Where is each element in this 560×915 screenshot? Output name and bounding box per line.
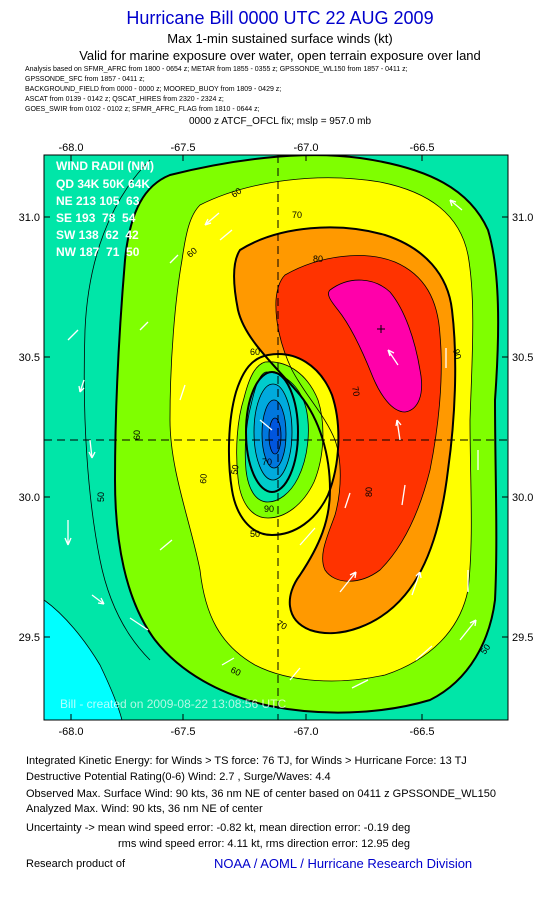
- lon-tick-label: -68.0: [58, 726, 83, 738]
- contour-label: 80: [364, 487, 374, 497]
- lat-tick-label: 29.5: [19, 632, 40, 644]
- contour-label: 50: [250, 529, 260, 539]
- contour-label: 90: [264, 504, 274, 514]
- contour-label: 70: [275, 618, 289, 632]
- dpr-text: Destructive Potential Rating(0-6) Wind: …: [26, 771, 331, 783]
- contour-label: 60: [185, 245, 199, 259]
- observed-max-text: Observed Max. Surface Wind: 90 kts, 36 n…: [26, 788, 496, 800]
- contour-lines: [44, 155, 500, 720]
- wind-radii-table: WIND RADII (NM) QD 34K 50K 64K NE 213 10…: [56, 159, 154, 259]
- lat-tick-label: 29.5: [512, 632, 533, 644]
- lon-tick-label: -66.5: [409, 142, 434, 154]
- analysis-line-4: ASCAT from 0139 - 0142 z; QSCAT_HIRES fr…: [25, 96, 224, 103]
- uncertainty-line-2: rms wind speed error: 4.11 kt, rms direc…: [118, 838, 411, 850]
- contour-label: 70: [292, 210, 302, 220]
- lat-tick-label: 30.0: [19, 492, 40, 504]
- wind-radii-row-nw: NW 187 71 50: [56, 245, 140, 259]
- lon-tick-label: -67.0: [293, 142, 318, 154]
- analysis-line-5: GOES_SWIR from 0102 - 0102 z; SFMR_AFRC_…: [25, 106, 260, 113]
- contour-label: 60: [132, 430, 142, 440]
- lat-tick-label: 31.0: [19, 212, 40, 224]
- wind-map: WIND RADII (NM) QD 34K 50K 64K NE 213 10…: [19, 142, 534, 738]
- contour-label: 90: [451, 348, 463, 360]
- wind-radii-title: WIND RADII (NM): [56, 159, 154, 173]
- noaa-credit: NOAA / AOML / Hurricane Research Divisio…: [214, 856, 473, 871]
- analyzed-max-text: Analyzed Max. Wind: 90 kts, 36 nm NE of …: [26, 803, 263, 815]
- contour-label: 60: [250, 347, 260, 357]
- lon-ticks-top: -68.0 -67.5 -67.0 -66.5: [58, 142, 434, 154]
- max-wind-marker: [377, 325, 385, 333]
- contour-label: 70: [350, 386, 362, 398]
- analysis-line-1: Analysis based on SFMR_AFRC from 1800 - …: [25, 66, 408, 73]
- lon-tick-label: -66.5: [409, 726, 434, 738]
- lat-tick-label: 30.5: [19, 352, 40, 364]
- analysis-line-2: GPSSONDE_SFC from 1857 - 0411 z;: [25, 76, 145, 83]
- contour-label: 80: [313, 254, 323, 264]
- contour-labels: 60 70 60 80 70 90 60 60 50 50 70 80 90 6…: [96, 186, 492, 678]
- contour-label: 50: [229, 464, 241, 476]
- lat-ticks-right: 31.0 30.5 30.0 29.5: [512, 212, 533, 644]
- map-title: Hurricane Bill 0000 UTC 22 AUG 2009: [126, 8, 434, 28]
- contour-label: 50: [478, 642, 492, 656]
- contour-label: 70: [262, 457, 272, 467]
- uncertainty-line-1: Uncertainty -> mean wind speed error: -0…: [26, 822, 411, 834]
- lat-tick-label: 31.0: [512, 212, 533, 224]
- lon-tick-label: -67.0: [293, 726, 318, 738]
- credit-text: Bill - created on 2009-08-22 13:08:56 UT…: [60, 697, 286, 711]
- subtitle-winds: Max 1-min sustained surface winds (kt): [167, 31, 393, 46]
- ike-text: Integrated Kinetic Energy: for Winds > T…: [26, 755, 467, 767]
- research-label: Research product of: [26, 858, 126, 870]
- lon-tick-label: -68.0: [58, 142, 83, 154]
- contour-label: 60: [229, 186, 243, 200]
- wind-radii-row-ne: NE 213 105 63: [56, 194, 140, 208]
- wind-band-40: [44, 600, 122, 720]
- fix-info: 0000 z ATCF_OFCL fix; mslp = 957.0 mb: [188, 116, 372, 127]
- wind-radii-header: QD 34K 50K 64K: [56, 177, 150, 191]
- lon-ticks-bottom: -68.0 -67.5 -67.0 -66.5: [58, 726, 434, 738]
- wind-radii-row-se: SE 193 78 54: [56, 211, 136, 225]
- wind-vectors: [64, 199, 479, 689]
- wind-radii-row-sw: SW 138 62 42: [56, 228, 139, 242]
- subtitle-exposure: Valid for marine exposure over water, op…: [79, 48, 481, 63]
- lat-tick-label: 30.0: [512, 492, 533, 504]
- axis-ticks: [44, 155, 508, 720]
- lat-tick-label: 30.5: [512, 352, 533, 364]
- analysis-line-3: BACKGROUND_FIELD from 0000 - 0000 z; MOO…: [25, 86, 282, 93]
- wind-band-100: [328, 280, 422, 412]
- contour-label: 60: [229, 665, 242, 678]
- contour-label: 60: [198, 473, 209, 484]
- contour-label: 50: [96, 492, 106, 502]
- lon-tick-label: -67.5: [170, 142, 195, 154]
- lon-tick-label: -67.5: [170, 726, 195, 738]
- lat-ticks-left: 31.0 30.5 30.0 29.5: [19, 212, 40, 644]
- plot-frame: [43, 154, 509, 721]
